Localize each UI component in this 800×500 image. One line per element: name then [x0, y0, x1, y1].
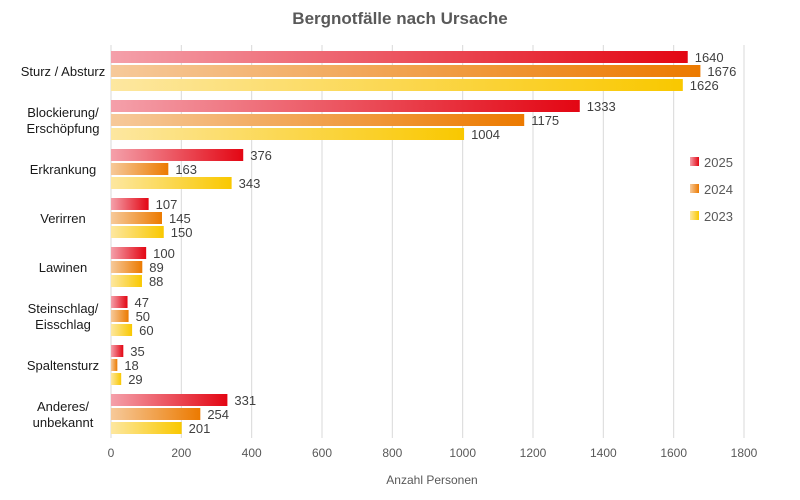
- bar-2024: [111, 114, 525, 126]
- data-label: 88: [149, 274, 163, 289]
- bar-2023: [111, 324, 133, 336]
- data-label: 163: [175, 162, 197, 177]
- category-label: Sturz / Absturz: [21, 64, 106, 79]
- x-tick-label: 0: [108, 446, 115, 460]
- data-label: 47: [135, 295, 149, 310]
- bar-2024: [111, 212, 162, 224]
- x-tick-label: 1800: [731, 446, 758, 460]
- bar-2023: [111, 128, 465, 140]
- legend-label: 2024: [704, 182, 733, 197]
- data-label: 1004: [471, 127, 500, 142]
- data-label: 107: [156, 197, 178, 212]
- category-label: Anderes/unbekannt: [33, 399, 94, 430]
- x-tick-label: 400: [242, 446, 262, 460]
- bar-2025: [111, 100, 580, 112]
- x-tick-label: 600: [312, 446, 332, 460]
- category-label: Steinschlag/Eisschlag: [28, 301, 99, 332]
- bar-2024: [111, 310, 129, 322]
- bar-2025: [111, 394, 228, 406]
- bar-2024: [111, 163, 169, 175]
- bar-2025: [111, 51, 688, 63]
- category-label: Verirren: [40, 211, 86, 226]
- bar-2023: [111, 226, 164, 238]
- data-label: 145: [169, 211, 191, 226]
- bar-2025: [111, 247, 147, 259]
- category-label: Erkrankung: [30, 162, 96, 177]
- legend-swatch-2024: [690, 184, 699, 193]
- x-tick-label: 200: [171, 446, 191, 460]
- data-label: 254: [207, 407, 229, 422]
- legend-swatch-2025: [690, 157, 699, 166]
- bar-2023: [111, 275, 142, 287]
- x-tick-label: 1000: [449, 446, 476, 460]
- bar-2024: [111, 408, 201, 420]
- bar-2024: [111, 65, 701, 77]
- data-label: 343: [239, 176, 261, 191]
- bar-2025: [111, 149, 244, 161]
- data-label: 1333: [587, 99, 616, 114]
- data-label: 1640: [695, 50, 724, 65]
- x-tick-label: 1400: [590, 446, 617, 460]
- data-label: 18: [124, 358, 138, 373]
- data-label: 376: [250, 148, 272, 163]
- data-label: 1626: [690, 78, 719, 93]
- x-tick-label: 1200: [520, 446, 547, 460]
- category-label: Blockierung/Erschöpfung: [27, 105, 100, 136]
- category-label: Lawinen: [39, 260, 87, 275]
- bar-2025: [111, 198, 149, 210]
- x-tick-label: 800: [382, 446, 402, 460]
- data-label: 331: [234, 393, 256, 408]
- data-label: 1676: [707, 64, 736, 79]
- x-axis-title: Anzahl Personen: [386, 473, 477, 487]
- data-label: 100: [153, 246, 175, 261]
- bar-2023: [111, 177, 232, 189]
- bar-2023: [111, 373, 122, 385]
- category-label: Spaltensturz: [27, 358, 99, 373]
- bar-2023: [111, 79, 683, 91]
- data-label: 150: [171, 225, 193, 240]
- bar-2025: [111, 345, 124, 357]
- data-label: 29: [128, 372, 142, 387]
- bar-2023: [111, 422, 182, 434]
- legend-label: 2025: [704, 155, 733, 170]
- bar-2024: [111, 359, 118, 371]
- data-label: 60: [139, 323, 153, 338]
- chart-title: Bergnotfälle nach Ursache: [292, 9, 507, 28]
- legend-label: 2023: [704, 209, 733, 224]
- x-tick-label: 1600: [660, 446, 687, 460]
- bar-2025: [111, 296, 128, 308]
- legend-swatch-2023: [690, 211, 699, 220]
- data-label: 201: [189, 421, 211, 436]
- data-label: 50: [136, 309, 150, 324]
- data-label: 89: [149, 260, 163, 275]
- data-label: 35: [130, 344, 144, 359]
- bar-2024: [111, 261, 143, 273]
- data-label: 1175: [531, 113, 559, 128]
